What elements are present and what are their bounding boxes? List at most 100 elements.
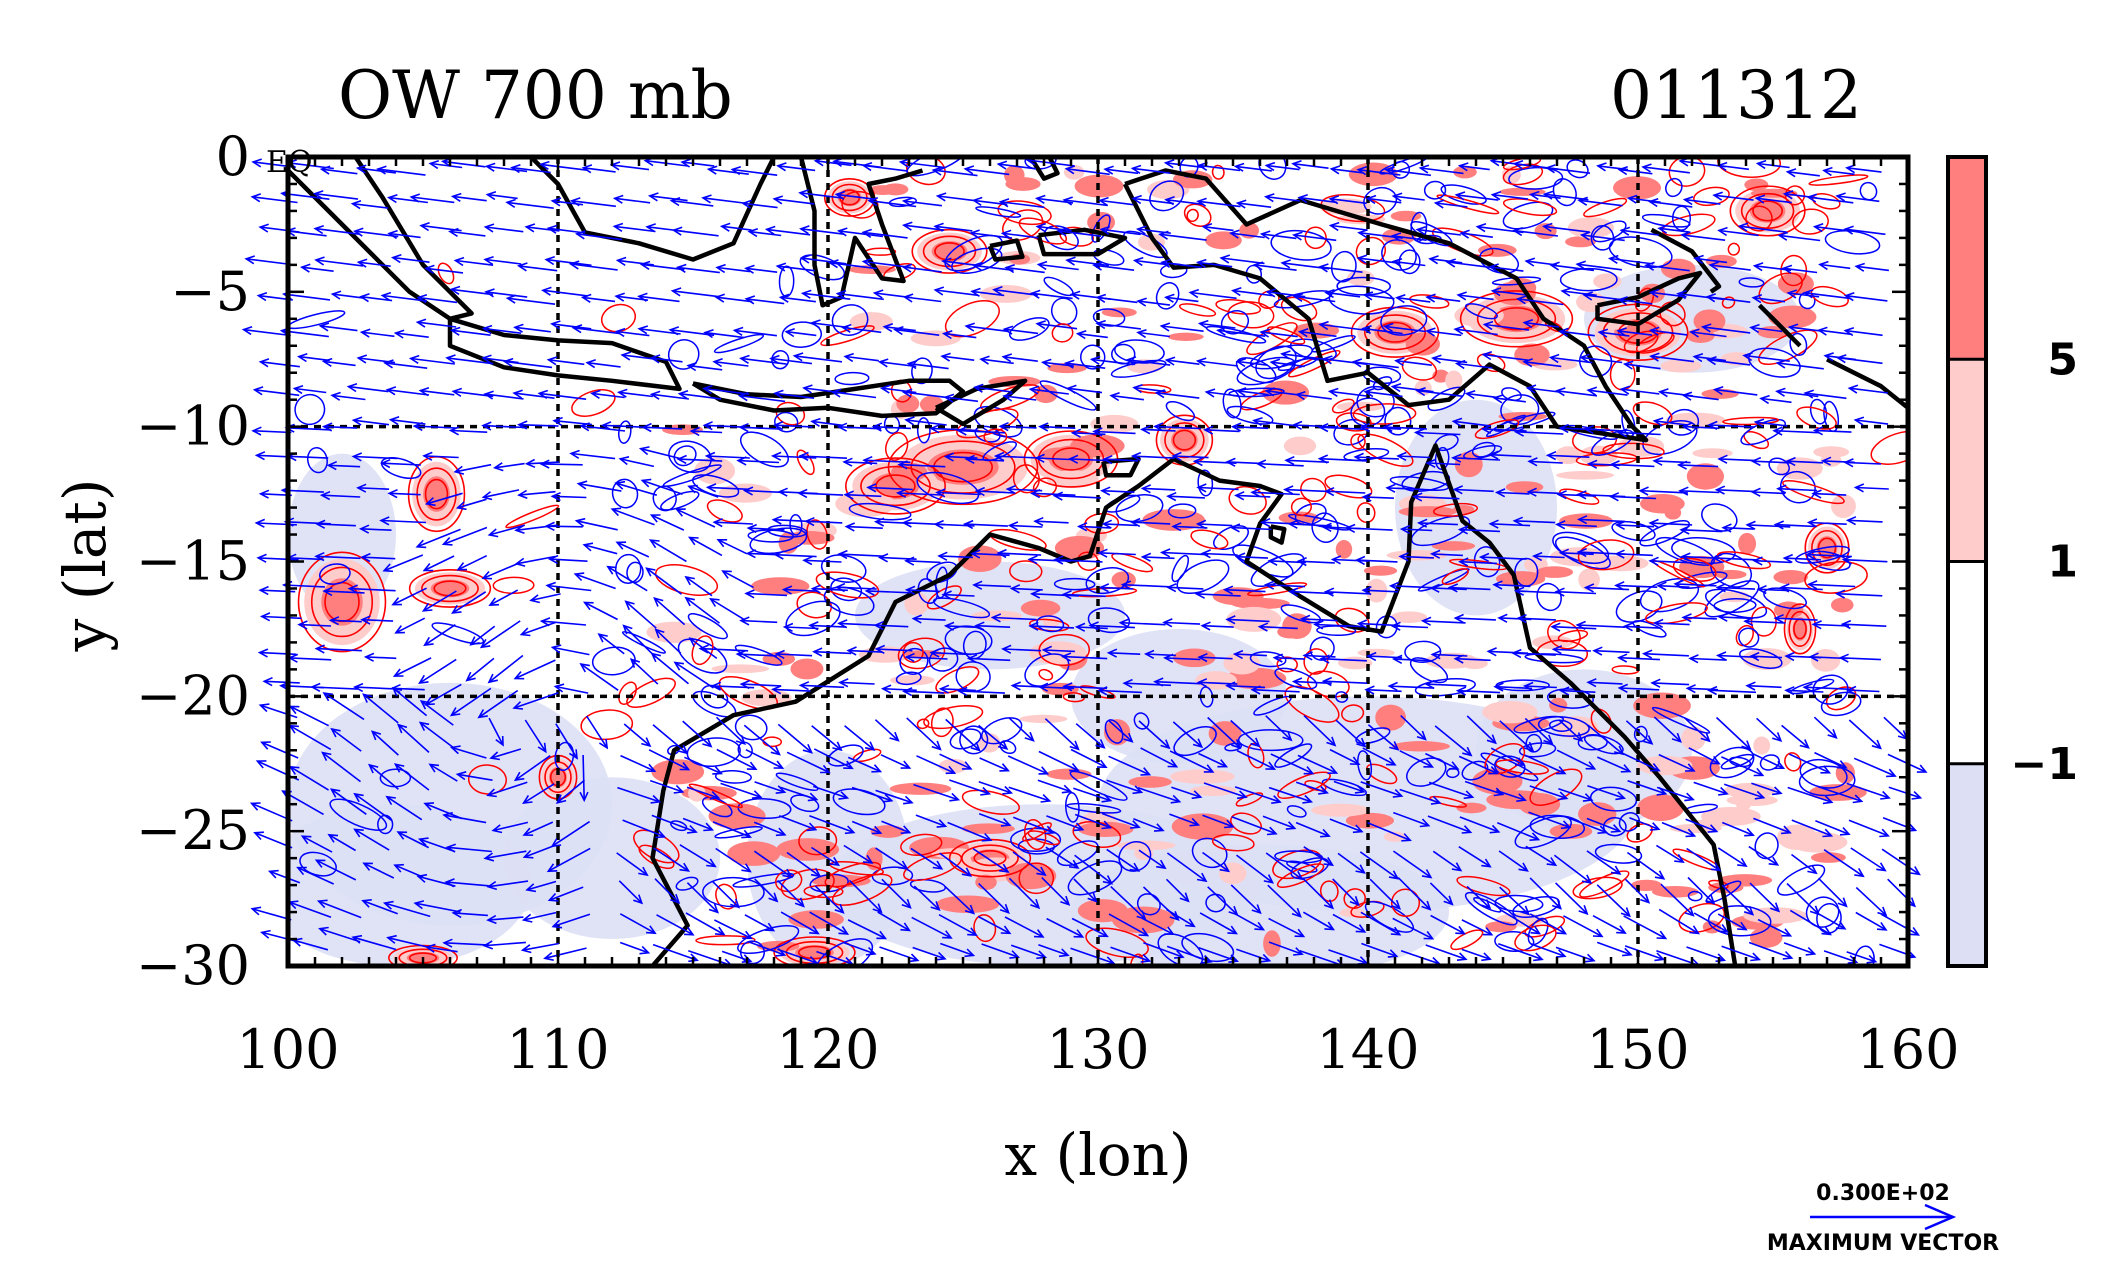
positive-contour <box>655 564 719 596</box>
wind-vector-head <box>904 416 915 426</box>
negative-contour <box>1311 512 1339 543</box>
wind-vector-head <box>969 229 980 239</box>
wind-vector <box>652 943 698 962</box>
wind-vector <box>1687 687 1719 691</box>
negative-contour <box>1165 400 1196 422</box>
wind-vector-head <box>1481 858 1492 868</box>
wind-vector-head <box>1463 790 1475 800</box>
wind-vector <box>1494 583 1531 588</box>
wind-vector <box>551 323 592 330</box>
wind-vector-head <box>1065 384 1077 394</box>
wind-vector <box>1097 296 1138 304</box>
wind-vector <box>1036 457 1071 461</box>
wind-vector-head <box>684 575 695 586</box>
wind-vector-head <box>1626 194 1638 204</box>
negative-contour <box>431 622 485 645</box>
negative-contour <box>1335 691 1349 703</box>
wind-vector-head <box>1321 355 1333 365</box>
wind-vector <box>682 817 713 831</box>
wind-vector <box>623 625 657 658</box>
wind-vector-head <box>904 556 915 566</box>
positive-contour <box>831 873 893 906</box>
wind-vector-head <box>1132 256 1144 267</box>
wind-vector <box>1553 854 1592 884</box>
wind-vector <box>811 322 849 329</box>
wind-vector-head <box>1366 651 1377 662</box>
wind-vector <box>388 196 428 204</box>
wind-vector <box>1560 689 1596 693</box>
wind-vector-head <box>964 322 975 332</box>
wind-vector <box>811 846 839 866</box>
wind-vector-head <box>296 866 307 876</box>
wind-vector <box>616 852 648 876</box>
wind-vector <box>1325 490 1366 494</box>
wind-vector <box>1528 811 1571 829</box>
wind-vector <box>286 230 327 237</box>
colorbar-segment <box>1948 359 1986 562</box>
positive-ow-patch <box>1005 862 1057 890</box>
wind-vector-head <box>1481 350 1493 361</box>
wind-vector-head <box>356 354 368 364</box>
wind-vector-head <box>1227 925 1238 935</box>
wind-vector-head <box>1390 899 1402 910</box>
wind-vector-head <box>864 741 876 751</box>
wind-vector-head <box>702 421 713 431</box>
positive-contour <box>398 948 448 966</box>
positive-contour <box>803 884 844 899</box>
wind-vector-head <box>1486 734 1497 745</box>
negative-contour <box>820 554 867 583</box>
wind-vector <box>897 492 942 496</box>
wind-vector-head <box>900 922 911 932</box>
wind-vector-head <box>1556 925 1568 935</box>
wind-vector-head <box>1326 736 1337 747</box>
wind-vector-head <box>996 548 1007 559</box>
wind-vector-head <box>964 904 976 915</box>
wind-vector <box>1294 295 1336 303</box>
wind-vector-head <box>1092 427 1103 437</box>
wind-vector <box>573 327 621 335</box>
positive-ow-patch <box>1111 571 1136 589</box>
wind-vector <box>1584 294 1624 301</box>
wind-vector-head <box>1710 862 1722 872</box>
wind-vector <box>958 429 1006 434</box>
wind-vector <box>1813 623 1850 627</box>
wind-vector-head <box>321 357 333 367</box>
wind-vector <box>1683 717 1710 742</box>
wind-vector <box>1776 390 1819 398</box>
wind-vector-head <box>1586 459 1598 469</box>
wind-vector-head <box>1217 759 1229 768</box>
negative-contour <box>1171 554 1190 583</box>
wind-vector <box>1654 420 1689 426</box>
wind-vector <box>1494 397 1526 403</box>
negative-contour <box>1525 733 1543 753</box>
wind-vector-head <box>1657 224 1668 234</box>
wind-vector-head <box>1259 328 1270 338</box>
positive-contour <box>1341 704 1365 723</box>
wind-vector-head <box>897 460 908 470</box>
wind-vector <box>362 693 399 724</box>
wind-vector <box>1717 847 1747 867</box>
wind-vector-head <box>574 230 586 240</box>
wind-vector-head <box>901 263 913 273</box>
wind-vector-head <box>1318 422 1329 433</box>
wind-vector <box>786 851 821 877</box>
positive-ow-patch <box>1363 565 1398 576</box>
wind-vector-head <box>802 384 813 394</box>
wind-vector-head <box>739 679 751 690</box>
wind-vector-head <box>732 326 744 336</box>
wind-vector-head <box>524 223 536 233</box>
wind-vector-head <box>739 616 750 626</box>
wind-vector-head <box>1352 824 1364 834</box>
wind-vector <box>1166 908 1195 927</box>
wind-vector <box>622 819 665 838</box>
wind-vector <box>1719 458 1757 462</box>
wind-vector <box>1814 225 1851 232</box>
wind-vector-head <box>1834 589 1846 599</box>
wind-vector-head <box>675 508 686 517</box>
positive-ow-patch <box>1633 692 1691 719</box>
wind-vector <box>1855 419 1889 425</box>
negative-contour <box>774 411 799 433</box>
negative-contour <box>1237 729 1304 752</box>
wind-vector <box>815 160 852 167</box>
wind-vector-head <box>633 894 644 905</box>
